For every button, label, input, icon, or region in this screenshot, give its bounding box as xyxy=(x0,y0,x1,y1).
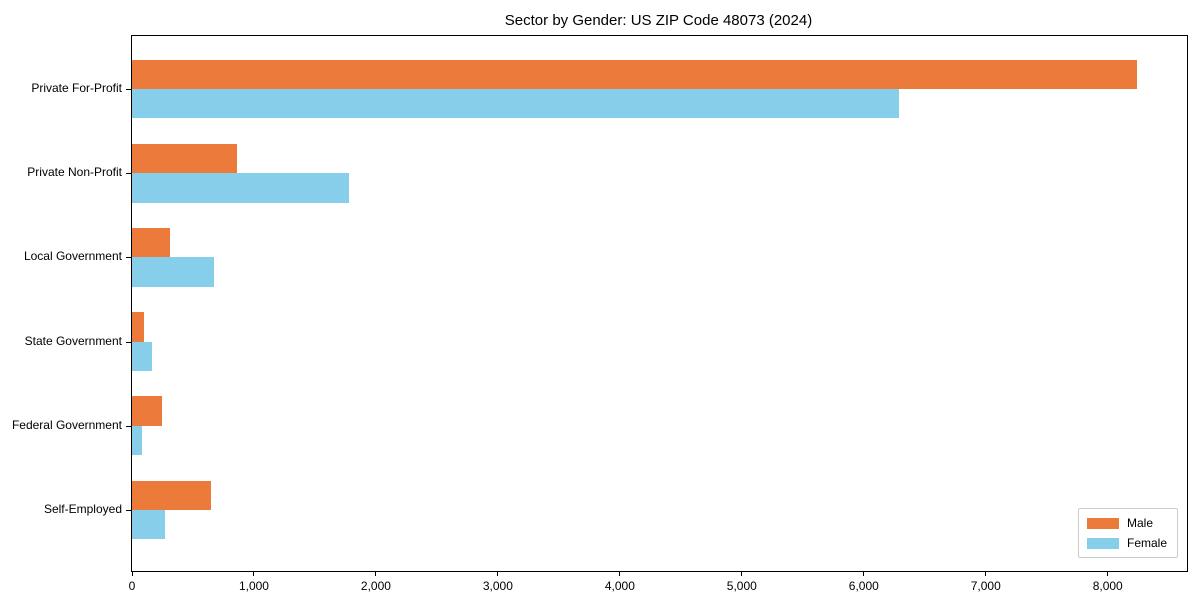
x-tick-label: 5,000 xyxy=(726,579,757,593)
bar-female-5 xyxy=(132,425,142,456)
x-tick-label: 2,000 xyxy=(360,579,391,593)
bar-male-4 xyxy=(132,312,144,342)
x-tick-mark xyxy=(253,571,255,576)
x-tick-mark xyxy=(741,571,743,576)
x-tick-mark xyxy=(375,571,377,576)
y-tick-label: Private For-Profit xyxy=(31,81,122,95)
x-tick-label: 7,000 xyxy=(970,579,1001,593)
x-tick-label: 4,000 xyxy=(604,579,635,593)
x-tick-label: 6,000 xyxy=(848,579,879,593)
x-tick-mark xyxy=(985,571,987,576)
y-tick-mark xyxy=(126,173,131,175)
bar-female-2 xyxy=(132,173,350,203)
male-legend-label: Male xyxy=(1126,516,1153,530)
legend-item-male: Male xyxy=(1086,516,1167,530)
bar-female-4 xyxy=(132,341,152,371)
x-tick-mark xyxy=(863,571,865,576)
bar-male-5 xyxy=(132,396,162,426)
y-tick-mark xyxy=(126,89,131,90)
bar-female-1 xyxy=(132,89,900,119)
x-tick-mark xyxy=(497,571,499,576)
female-legend-swatch xyxy=(1086,537,1119,549)
female-legend-label: Female xyxy=(1126,536,1167,550)
x-tick-label: 1,000 xyxy=(238,579,269,593)
y-tick-label: Self-Employed xyxy=(43,502,122,516)
x-tick-label: 0 xyxy=(128,579,136,593)
plot-area: Male Female Private For-Profit Private No… xyxy=(12,35,1188,593)
y-tick-mark xyxy=(126,510,131,511)
x-tick-mark xyxy=(131,571,133,576)
x-tick-mark xyxy=(1107,571,1109,576)
bar-female-3 xyxy=(132,257,214,287)
bar-male-6 xyxy=(132,480,212,510)
y-tick-label: State Government xyxy=(24,333,122,348)
y-tick-mark xyxy=(126,425,131,427)
legend: Male Female xyxy=(1077,508,1178,558)
bar-male-1 xyxy=(132,59,1137,89)
male-legend-swatch xyxy=(1086,517,1119,529)
y-tick-label: Federal Government xyxy=(11,417,122,432)
y-tick-label: Local Government xyxy=(23,249,122,264)
x-tick-mark xyxy=(619,571,621,576)
legend-item-female: Female xyxy=(1086,536,1167,550)
x-tick-label: 3,000 xyxy=(482,579,513,593)
y-tick-mark xyxy=(126,257,131,259)
y-tick-label: Private Non-Profit xyxy=(27,165,122,180)
bar-female-6 xyxy=(132,510,165,540)
bar-male-2 xyxy=(132,143,237,174)
chart-title: Sector by Gender: US ZIP Code 48073 (202… xyxy=(504,12,813,29)
y-tick-mark xyxy=(126,341,131,343)
bar-male-3 xyxy=(132,228,170,258)
x-tick-label: 8,000 xyxy=(1092,579,1123,593)
